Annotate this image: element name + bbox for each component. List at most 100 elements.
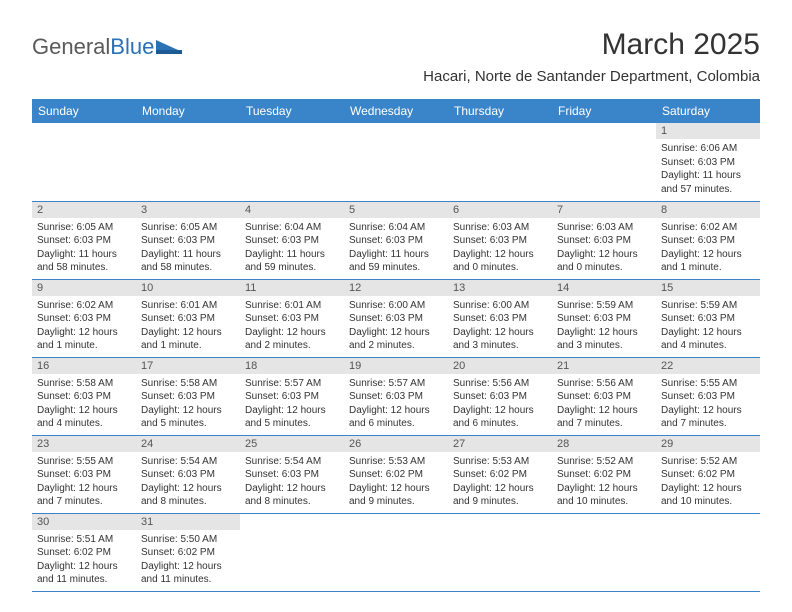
calendar-day-cell: 31Sunrise: 5:50 AMSunset: 6:02 PMDayligh… [136,513,240,591]
calendar-empty-cell [656,513,760,591]
calendar-empty-cell [344,513,448,591]
calendar-day-cell: 11Sunrise: 6:01 AMSunset: 6:03 PMDayligh… [240,279,344,357]
day-details: Sunrise: 5:56 AMSunset: 6:03 PMDaylight:… [448,374,552,435]
day-number: 15 [656,280,760,296]
weekday-header: Monday [136,99,240,123]
day-details: Sunrise: 6:00 AMSunset: 6:03 PMDaylight:… [448,296,552,357]
weekday-header: Thursday [448,99,552,123]
day-details: Sunrise: 6:06 AMSunset: 6:03 PMDaylight:… [656,139,760,200]
day-number: 14 [552,280,656,296]
day-number: 4 [240,202,344,218]
day-number: 17 [136,358,240,374]
day-details: Sunrise: 5:56 AMSunset: 6:03 PMDaylight:… [552,374,656,435]
calendar-empty-cell [552,513,656,591]
day-details: Sunrise: 5:58 AMSunset: 6:03 PMDaylight:… [32,374,136,435]
calendar-empty-cell [240,123,344,201]
day-number: 24 [136,436,240,452]
day-details: Sunrise: 5:57 AMSunset: 6:03 PMDaylight:… [240,374,344,435]
day-number: 25 [240,436,344,452]
day-number: 16 [32,358,136,374]
calendar-day-cell: 8Sunrise: 6:02 AMSunset: 6:03 PMDaylight… [656,201,760,279]
day-number: 2 [32,202,136,218]
day-details: Sunrise: 5:54 AMSunset: 6:03 PMDaylight:… [240,452,344,513]
day-number: 27 [448,436,552,452]
day-details: Sunrise: 6:02 AMSunset: 6:03 PMDaylight:… [656,218,760,279]
day-number: 19 [344,358,448,374]
location-subtitle: Hacari, Norte de Santander Department, C… [423,68,760,85]
calendar-day-cell: 15Sunrise: 5:59 AMSunset: 6:03 PMDayligh… [656,279,760,357]
day-details: Sunrise: 5:55 AMSunset: 6:03 PMDaylight:… [656,374,760,435]
month-title: March 2025 [423,28,760,62]
weekday-header: Wednesday [344,99,448,123]
calendar-day-cell: 7Sunrise: 6:03 AMSunset: 6:03 PMDaylight… [552,201,656,279]
calendar-day-cell: 3Sunrise: 6:05 AMSunset: 6:03 PMDaylight… [136,201,240,279]
calendar-day-cell: 29Sunrise: 5:52 AMSunset: 6:02 PMDayligh… [656,435,760,513]
calendar-day-cell: 25Sunrise: 5:54 AMSunset: 6:03 PMDayligh… [240,435,344,513]
day-details: Sunrise: 6:03 AMSunset: 6:03 PMDaylight:… [552,218,656,279]
day-number: 1 [656,123,760,139]
day-details: Sunrise: 6:05 AMSunset: 6:03 PMDaylight:… [136,218,240,279]
day-number: 11 [240,280,344,296]
logo-text-2: Blue [110,34,154,60]
day-number: 26 [344,436,448,452]
calendar-day-cell: 9Sunrise: 6:02 AMSunset: 6:03 PMDaylight… [32,279,136,357]
calendar-day-cell: 19Sunrise: 5:57 AMSunset: 6:03 PMDayligh… [344,357,448,435]
day-details: Sunrise: 5:54 AMSunset: 6:03 PMDaylight:… [136,452,240,513]
day-number: 22 [656,358,760,374]
logo-text-1: General [32,34,110,60]
day-details: Sunrise: 6:04 AMSunset: 6:03 PMDaylight:… [344,218,448,279]
day-details: Sunrise: 6:01 AMSunset: 6:03 PMDaylight:… [136,296,240,357]
calendar-empty-cell [344,123,448,201]
day-details: Sunrise: 5:59 AMSunset: 6:03 PMDaylight:… [656,296,760,357]
weekday-header: Saturday [656,99,760,123]
calendar-day-cell: 22Sunrise: 5:55 AMSunset: 6:03 PMDayligh… [656,357,760,435]
calendar-day-cell: 18Sunrise: 5:57 AMSunset: 6:03 PMDayligh… [240,357,344,435]
calendar-table: SundayMondayTuesdayWednesdayThursdayFrid… [32,99,760,592]
weekday-header: Sunday [32,99,136,123]
title-block: March 2025 Hacari, Norte de Santander De… [423,28,760,93]
calendar-day-cell: 13Sunrise: 6:00 AMSunset: 6:03 PMDayligh… [448,279,552,357]
calendar-day-cell: 6Sunrise: 6:03 AMSunset: 6:03 PMDaylight… [448,201,552,279]
flag-icon [156,36,182,54]
day-details: Sunrise: 5:52 AMSunset: 6:02 PMDaylight:… [552,452,656,513]
calendar-day-cell: 30Sunrise: 5:51 AMSunset: 6:02 PMDayligh… [32,513,136,591]
calendar-day-cell: 20Sunrise: 5:56 AMSunset: 6:03 PMDayligh… [448,357,552,435]
calendar-day-cell: 28Sunrise: 5:52 AMSunset: 6:02 PMDayligh… [552,435,656,513]
day-details: Sunrise: 5:51 AMSunset: 6:02 PMDaylight:… [32,530,136,591]
day-number: 9 [32,280,136,296]
day-number: 23 [32,436,136,452]
calendar-day-cell: 27Sunrise: 5:53 AMSunset: 6:02 PMDayligh… [448,435,552,513]
weekday-header: Friday [552,99,656,123]
day-number: 28 [552,436,656,452]
day-details: Sunrise: 5:59 AMSunset: 6:03 PMDaylight:… [552,296,656,357]
day-number: 13 [448,280,552,296]
day-number: 7 [552,202,656,218]
calendar-day-cell: 26Sunrise: 5:53 AMSunset: 6:02 PMDayligh… [344,435,448,513]
day-number: 12 [344,280,448,296]
day-number: 5 [344,202,448,218]
day-details: Sunrise: 5:57 AMSunset: 6:03 PMDaylight:… [344,374,448,435]
day-number: 20 [448,358,552,374]
calendar-day-cell: 12Sunrise: 6:00 AMSunset: 6:03 PMDayligh… [344,279,448,357]
calendar-day-cell: 23Sunrise: 5:55 AMSunset: 6:03 PMDayligh… [32,435,136,513]
calendar-page: GeneralBlue March 2025 Hacari, Norte de … [0,0,792,612]
calendar-empty-cell [448,513,552,591]
day-details: Sunrise: 5:50 AMSunset: 6:02 PMDaylight:… [136,530,240,591]
calendar-body: 1Sunrise: 6:06 AMSunset: 6:03 PMDaylight… [32,123,760,591]
calendar-empty-cell [32,123,136,201]
day-details: Sunrise: 6:04 AMSunset: 6:03 PMDaylight:… [240,218,344,279]
calendar-day-cell: 24Sunrise: 5:54 AMSunset: 6:03 PMDayligh… [136,435,240,513]
day-details: Sunrise: 6:02 AMSunset: 6:03 PMDaylight:… [32,296,136,357]
calendar-day-cell: 17Sunrise: 5:58 AMSunset: 6:03 PMDayligh… [136,357,240,435]
day-details: Sunrise: 5:52 AMSunset: 6:02 PMDaylight:… [656,452,760,513]
calendar-day-cell: 10Sunrise: 6:01 AMSunset: 6:03 PMDayligh… [136,279,240,357]
calendar-empty-cell [136,123,240,201]
day-details: Sunrise: 6:01 AMSunset: 6:03 PMDaylight:… [240,296,344,357]
calendar-empty-cell [448,123,552,201]
day-details: Sunrise: 5:55 AMSunset: 6:03 PMDaylight:… [32,452,136,513]
day-number: 6 [448,202,552,218]
day-number: 10 [136,280,240,296]
day-number: 21 [552,358,656,374]
day-details: Sunrise: 6:05 AMSunset: 6:03 PMDaylight:… [32,218,136,279]
day-number: 31 [136,514,240,530]
